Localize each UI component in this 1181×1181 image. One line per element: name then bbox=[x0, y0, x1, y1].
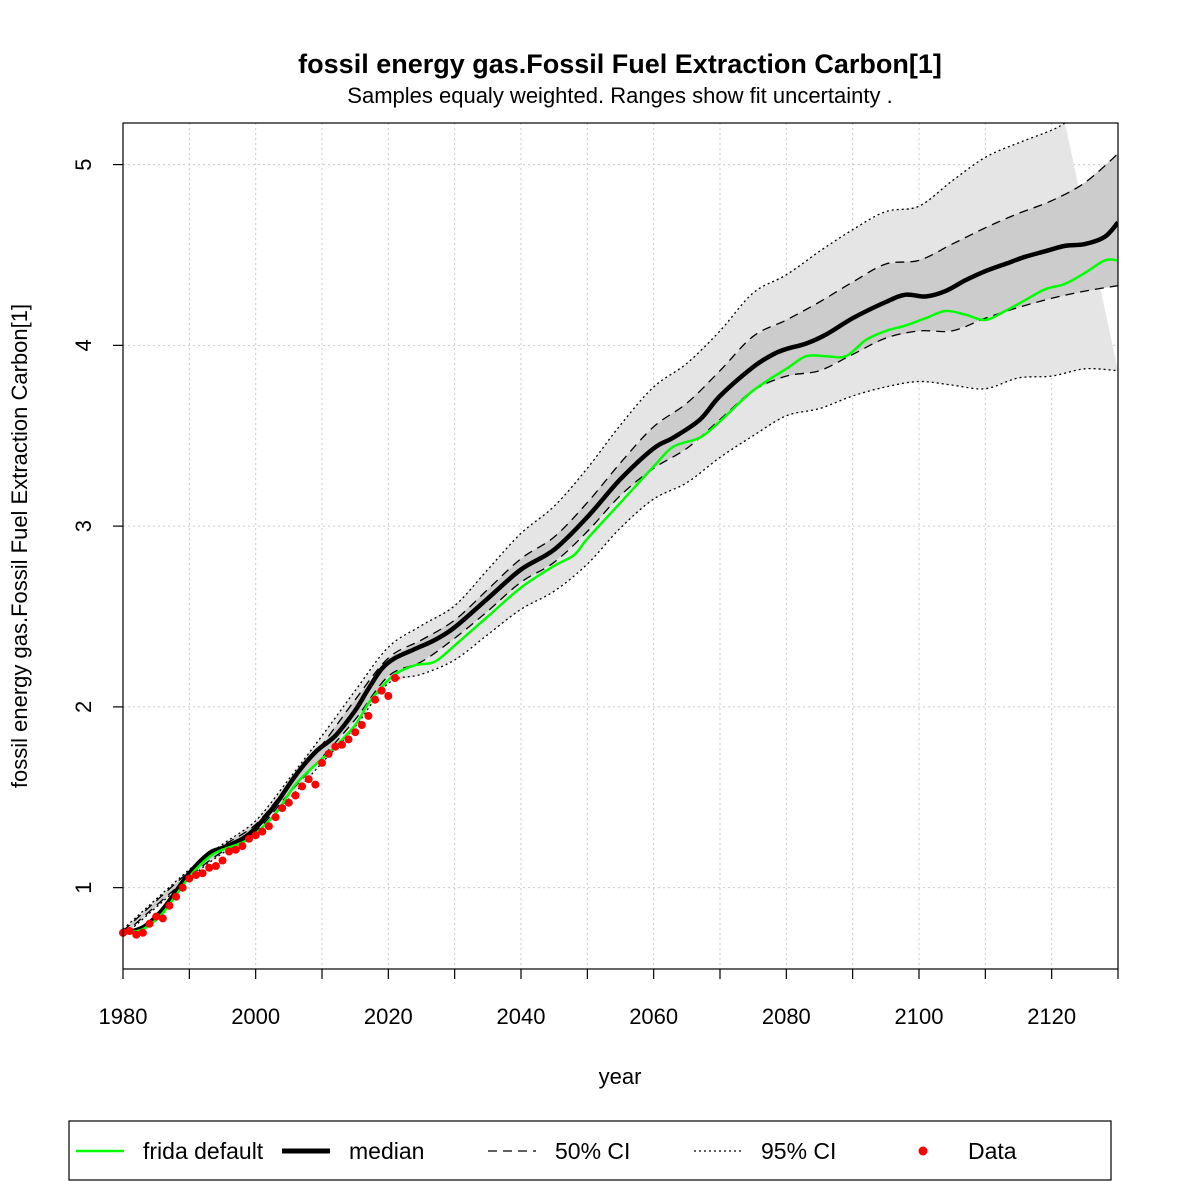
plot-area bbox=[119, 122, 1119, 970]
data-point-2014 bbox=[344, 735, 353, 744]
chart-subtitle: Samples equaly weighted. Ranges show fit… bbox=[347, 83, 892, 108]
legend-key-data bbox=[918, 1146, 928, 1156]
legend-label-50ci: 50% CI bbox=[555, 1138, 630, 1164]
series-line-median bbox=[123, 220, 1118, 935]
data-point-2002 bbox=[264, 822, 273, 831]
ci-bands bbox=[123, 123, 1118, 937]
data-point-1981 bbox=[125, 927, 134, 935]
data-point-1993 bbox=[205, 863, 214, 872]
band-50-ci-band bbox=[123, 153, 1118, 935]
legend-label-frida-default: frida default bbox=[143, 1138, 264, 1164]
data-point-1983 bbox=[138, 928, 147, 937]
data-point-1991 bbox=[192, 871, 200, 879]
data-point-2007 bbox=[298, 782, 307, 791]
data-point-2000 bbox=[251, 831, 260, 840]
x-axis-title: year bbox=[599, 1064, 642, 1089]
y-axis-title: fossil energy gas.Fossil Fuel Extraction… bbox=[7, 304, 32, 788]
x-tick-label-2020: 2020 bbox=[364, 1004, 413, 1029]
data-point-1992 bbox=[198, 869, 207, 878]
data-point-2008 bbox=[304, 775, 313, 784]
data-point-1990 bbox=[185, 874, 194, 883]
y-tick-label-1: 1 bbox=[71, 882, 96, 894]
x-tick-label-2120: 2120 bbox=[1027, 1004, 1076, 1029]
x-tick-label-1980: 1980 bbox=[99, 1004, 148, 1029]
data-point-1999 bbox=[245, 834, 253, 843]
data-point-1987 bbox=[165, 901, 174, 910]
data-point-2016 bbox=[357, 721, 366, 729]
data-point-1984 bbox=[145, 919, 154, 928]
data-point-1995 bbox=[218, 856, 227, 865]
data-point-1986 bbox=[158, 914, 167, 923]
legend-label-95ci: 95% CI bbox=[761, 1138, 836, 1164]
y-axis: 1 2 3 4 5 bbox=[71, 158, 123, 894]
data-point-1988 bbox=[172, 892, 181, 901]
x-axis: 1980 2000 2020 2040 2060 2080 2100 2120 bbox=[99, 969, 1119, 1029]
data-point-2019 bbox=[377, 686, 386, 695]
data-point-2001 bbox=[258, 827, 267, 836]
data-point-2005 bbox=[284, 798, 293, 807]
legend-box bbox=[68, 1120, 1112, 1181]
data-point-2017 bbox=[364, 711, 373, 720]
data-point-1997 bbox=[231, 845, 240, 854]
data-point-1998 bbox=[238, 842, 247, 851]
data-point-2003 bbox=[271, 813, 280, 822]
legend-label-median: median bbox=[349, 1138, 424, 1164]
data-point-1989 bbox=[178, 883, 187, 892]
data-point-2020 bbox=[384, 692, 393, 700]
y-tick-label-3: 3 bbox=[71, 520, 96, 532]
legend: frida default median 50% CI 95% CI Data bbox=[68, 1120, 1112, 1181]
data-point-2011 bbox=[324, 749, 333, 758]
data-point-2013 bbox=[337, 740, 346, 749]
data-point-2018 bbox=[371, 695, 380, 704]
x-tick-label-2060: 2060 bbox=[629, 1004, 678, 1029]
y-tick-label-4: 4 bbox=[71, 339, 96, 351]
data-point-1996 bbox=[225, 847, 234, 856]
data-point-2015 bbox=[351, 728, 360, 737]
data-point-1994 bbox=[211, 862, 220, 870]
y-tick-label-5: 5 bbox=[71, 158, 96, 170]
y-tick-label-2: 2 bbox=[71, 701, 96, 713]
data-point-1985 bbox=[152, 912, 161, 921]
data-point-1982 bbox=[132, 930, 141, 939]
data-point-2012 bbox=[331, 742, 340, 751]
series-line-95-ci-lower bbox=[123, 367, 1118, 937]
data-point-2009 bbox=[311, 780, 320, 789]
x-tick-label-2000: 2000 bbox=[231, 1004, 280, 1029]
data-point-2004 bbox=[278, 804, 287, 813]
chart-title: fossil energy gas.Fossil Fuel Extraction… bbox=[298, 49, 942, 79]
x-tick-label-2100: 2100 bbox=[895, 1004, 944, 1029]
data-points bbox=[119, 674, 399, 939]
data-point-2021 bbox=[391, 674, 399, 682]
series-line-50-ci-lower bbox=[123, 285, 1118, 936]
plot-border bbox=[122, 122, 1119, 970]
x-tick-label-2040: 2040 bbox=[497, 1004, 546, 1029]
legend-label-data: Data bbox=[968, 1138, 1017, 1164]
data-point-2010 bbox=[318, 758, 326, 767]
data-point-2006 bbox=[291, 791, 300, 800]
x-tick-label-2080: 2080 bbox=[762, 1004, 811, 1029]
